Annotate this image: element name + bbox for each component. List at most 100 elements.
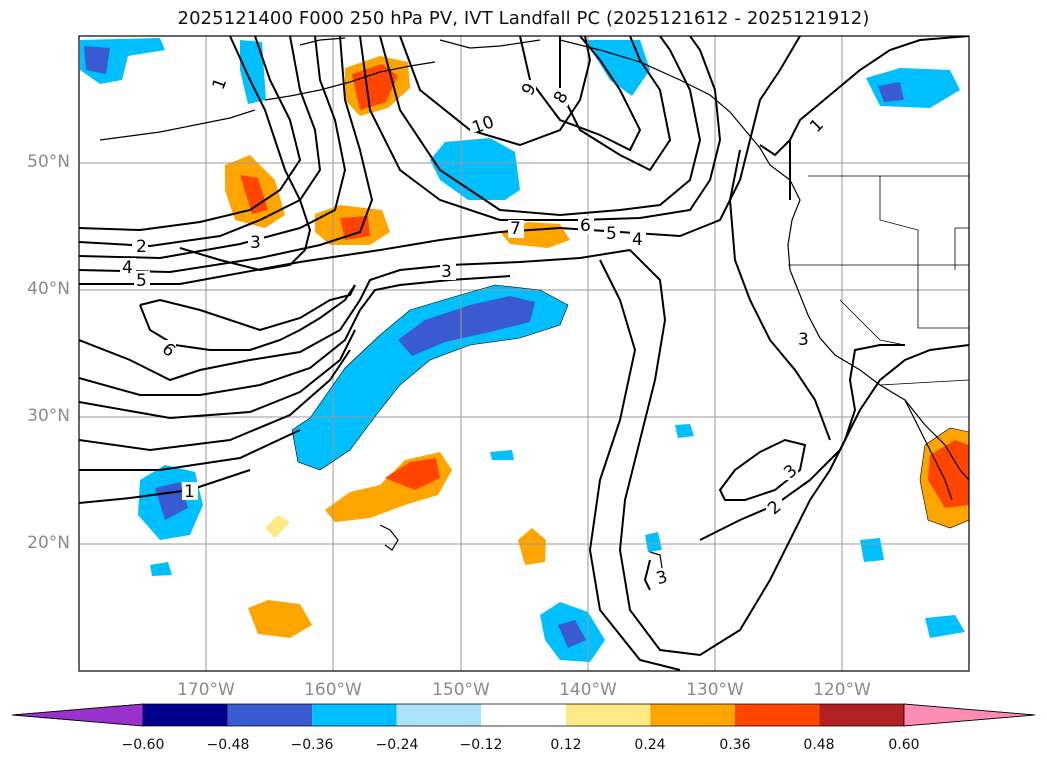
contour-label-3: 3 [250, 233, 261, 253]
country-borders [788, 175, 969, 386]
colorbar-segment [312, 704, 397, 726]
aleutian-west [99, 109, 256, 141]
lon-label: 160°W [304, 680, 362, 700]
colorbar-tick-label: −0.48 [206, 737, 250, 753]
contour-label-2: 2 [136, 237, 147, 257]
pv-shading [80, 38, 969, 662]
contour-line [79, 36, 347, 260]
lat-label: 20°N [27, 533, 70, 553]
contour-line [79, 469, 251, 504]
negative-anomaly [558, 620, 586, 648]
lon-label: 170°W [177, 680, 235, 700]
colorbar [11, 703, 1036, 727]
contour-line-3 [618, 249, 905, 657]
contour-line-3 [718, 438, 807, 501]
positive-anomaly [352, 64, 398, 110]
contour-line [79, 429, 301, 471]
contour-line-2 [588, 259, 681, 671]
contour-label-3: 3 [441, 262, 452, 282]
contour-line-1 [759, 36, 969, 157]
state-border [954, 227, 969, 270]
contour-label-6: 6 [580, 216, 591, 236]
contour-line-2 [699, 344, 969, 541]
contour-line [139, 284, 356, 351]
coastlines [99, 37, 969, 573]
contour-line [79, 36, 374, 274]
lon-label: 150°W [432, 680, 490, 700]
lon-label: 140°W [559, 680, 617, 700]
colorbar-tick-label: −0.24 [375, 737, 419, 753]
lat-label: 30°N [27, 406, 70, 426]
contour-line [79, 329, 356, 420]
contour-line-3 [643, 559, 651, 591]
contour-label-3: 3 [654, 567, 670, 589]
colorbar-tick-label: −0.36 [290, 737, 334, 753]
colorbar-tick-label: 0.60 [888, 737, 920, 753]
colorbar-tick-label: 0.48 [803, 737, 835, 753]
positive-anomaly [240, 175, 268, 214]
colorbar-segment [143, 704, 228, 726]
negative-anomaly [878, 82, 904, 102]
contour-line [359, 36, 722, 221]
negative-anomaly [645, 532, 662, 552]
contour-line [79, 36, 302, 232]
contour-label-4: 4 [122, 258, 133, 278]
contour-label-1: 1 [184, 482, 195, 502]
baja-california [904, 399, 953, 501]
lon-label: 120°W [813, 680, 871, 700]
positive-anomaly [385, 458, 440, 490]
colorbar-segment [227, 704, 313, 726]
lon-label: 130°W [686, 680, 744, 700]
negative-anomaly [925, 615, 965, 638]
negative-anomaly [292, 285, 568, 470]
negative-anomaly [430, 138, 520, 200]
colorbar-outline [11, 703, 1036, 727]
colorbar-segment [819, 704, 904, 726]
contour-line [79, 349, 351, 452]
colorbar-tick-label: 0.12 [550, 737, 582, 753]
contour-line [379, 36, 702, 217]
colorbar-segment [734, 704, 820, 726]
pv-outline [291, 284, 969, 529]
state-border [839, 299, 906, 346]
state-border [917, 265, 969, 329]
contour-label-5: 5 [136, 271, 147, 291]
colorbar-segment [396, 704, 482, 726]
contour-line-9 [519, 36, 642, 152]
negative-anomaly [84, 46, 110, 74]
colorbar-tick-label: 0.24 [634, 737, 666, 753]
contour-label-3: 3 [798, 330, 809, 350]
contour-labels: 1 2 3 4 5 6 3 7 6 5 4 10 9 8 [120, 75, 828, 589]
negative-anomaly [860, 538, 884, 562]
state-border [879, 176, 919, 265]
contour-line-10 [399, 36, 592, 147]
colorbar-tick-label: −0.12 [459, 737, 503, 753]
colorbar-extend-low [11, 703, 144, 727]
positive-anomaly [248, 600, 312, 638]
negative-anomaly [240, 40, 266, 104]
contour-line [79, 275, 511, 396]
negative-anomaly [150, 562, 172, 576]
positive-anomaly [928, 440, 969, 508]
contour-line [79, 249, 631, 382]
colorbar-segment [565, 704, 651, 726]
colorbar-segment [481, 704, 566, 726]
us-mexico-border [879, 379, 969, 386]
contour-label-4: 4 [632, 230, 643, 250]
colorbar-extend-high [903, 703, 1036, 727]
map-title: 2025121400 F000 250 hPa PV, IVT Landfall… [177, 8, 870, 29]
positive-anomaly [340, 216, 370, 240]
contour-line [728, 149, 831, 441]
negative-anomaly [490, 450, 514, 460]
contour-line [179, 36, 312, 272]
contour-label-7: 7 [510, 219, 521, 239]
aleutian-chain [264, 61, 436, 101]
colorbar-tick-label: −0.60 [121, 737, 165, 753]
negative-anomaly [398, 296, 535, 356]
lat-label: 40°N [27, 279, 70, 299]
negative-anomaly [675, 424, 694, 438]
map-frame [78, 35, 970, 672]
positive-anomaly [265, 515, 290, 538]
hawaii [379, 524, 399, 551]
